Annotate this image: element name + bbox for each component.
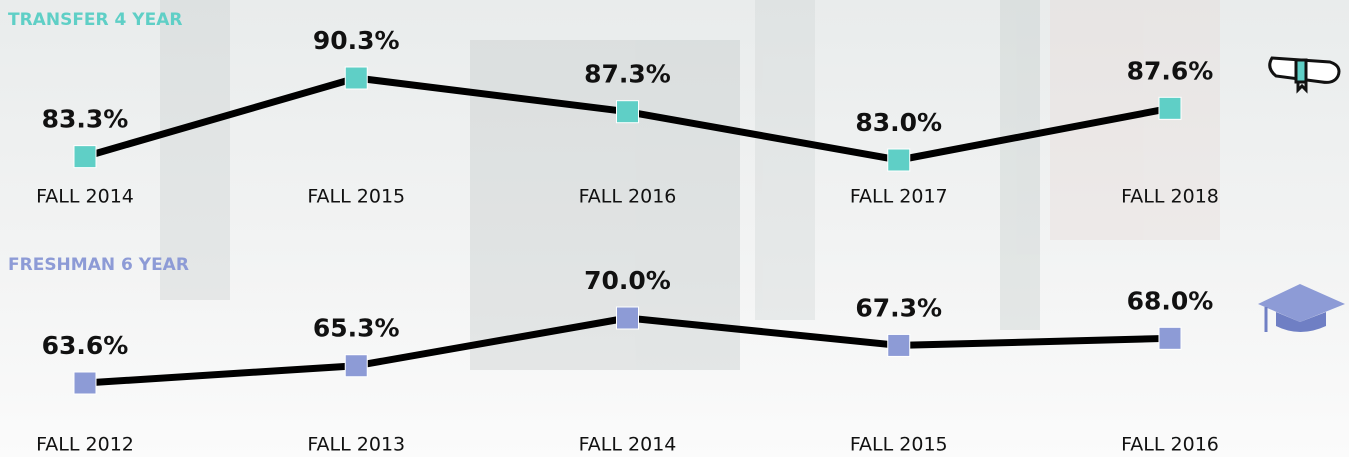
marker: [617, 101, 639, 123]
category-label: FALL 2014: [579, 434, 677, 456]
value-label: 87.3%: [584, 60, 671, 89]
value-label: 83.3%: [42, 105, 129, 134]
infographic: TRANSFER 4 YEAR 83.3% FALL 2014 90.3% FALL 2…: [0, 0, 1349, 457]
marker: [888, 334, 910, 356]
marker: [74, 372, 96, 394]
value-label: 67.3%: [855, 293, 942, 322]
marker: [345, 355, 367, 377]
value-label: 90.3%: [313, 26, 400, 55]
category-label: FALL 2012: [36, 434, 134, 456]
category-label: FALL 2015: [307, 186, 405, 208]
marker: [888, 149, 910, 171]
value-label: 83.0%: [855, 108, 942, 137]
category-label: FALL 2016: [579, 186, 677, 208]
value-label: 87.6%: [1127, 56, 1214, 85]
value-label: 70.0%: [584, 266, 671, 295]
chart-title: TRANSFER 4 YEAR: [8, 10, 182, 30]
category-label: FALL 2016: [1121, 434, 1219, 456]
marker: [617, 307, 639, 329]
category-label: FALL 2017: [850, 186, 948, 208]
category-label: FALL 2013: [307, 434, 405, 456]
marker: [345, 67, 367, 89]
category-label: FALL 2018: [1121, 186, 1219, 208]
marker: [1159, 327, 1181, 349]
category-label: FALL 2014: [36, 186, 134, 208]
category-label: FALL 2015: [850, 434, 948, 456]
page: TRANSFER 4 YEAR 83.3% FALL 2014 90.3% FALL 2…: [0, 0, 1349, 457]
marker: [1159, 97, 1181, 119]
chart-title: FRESHMAN 6 YEAR: [8, 255, 189, 275]
marker: [74, 146, 96, 168]
value-label: 68.0%: [1127, 286, 1214, 315]
value-label: 65.3%: [313, 314, 400, 343]
value-label: 63.6%: [42, 331, 129, 360]
